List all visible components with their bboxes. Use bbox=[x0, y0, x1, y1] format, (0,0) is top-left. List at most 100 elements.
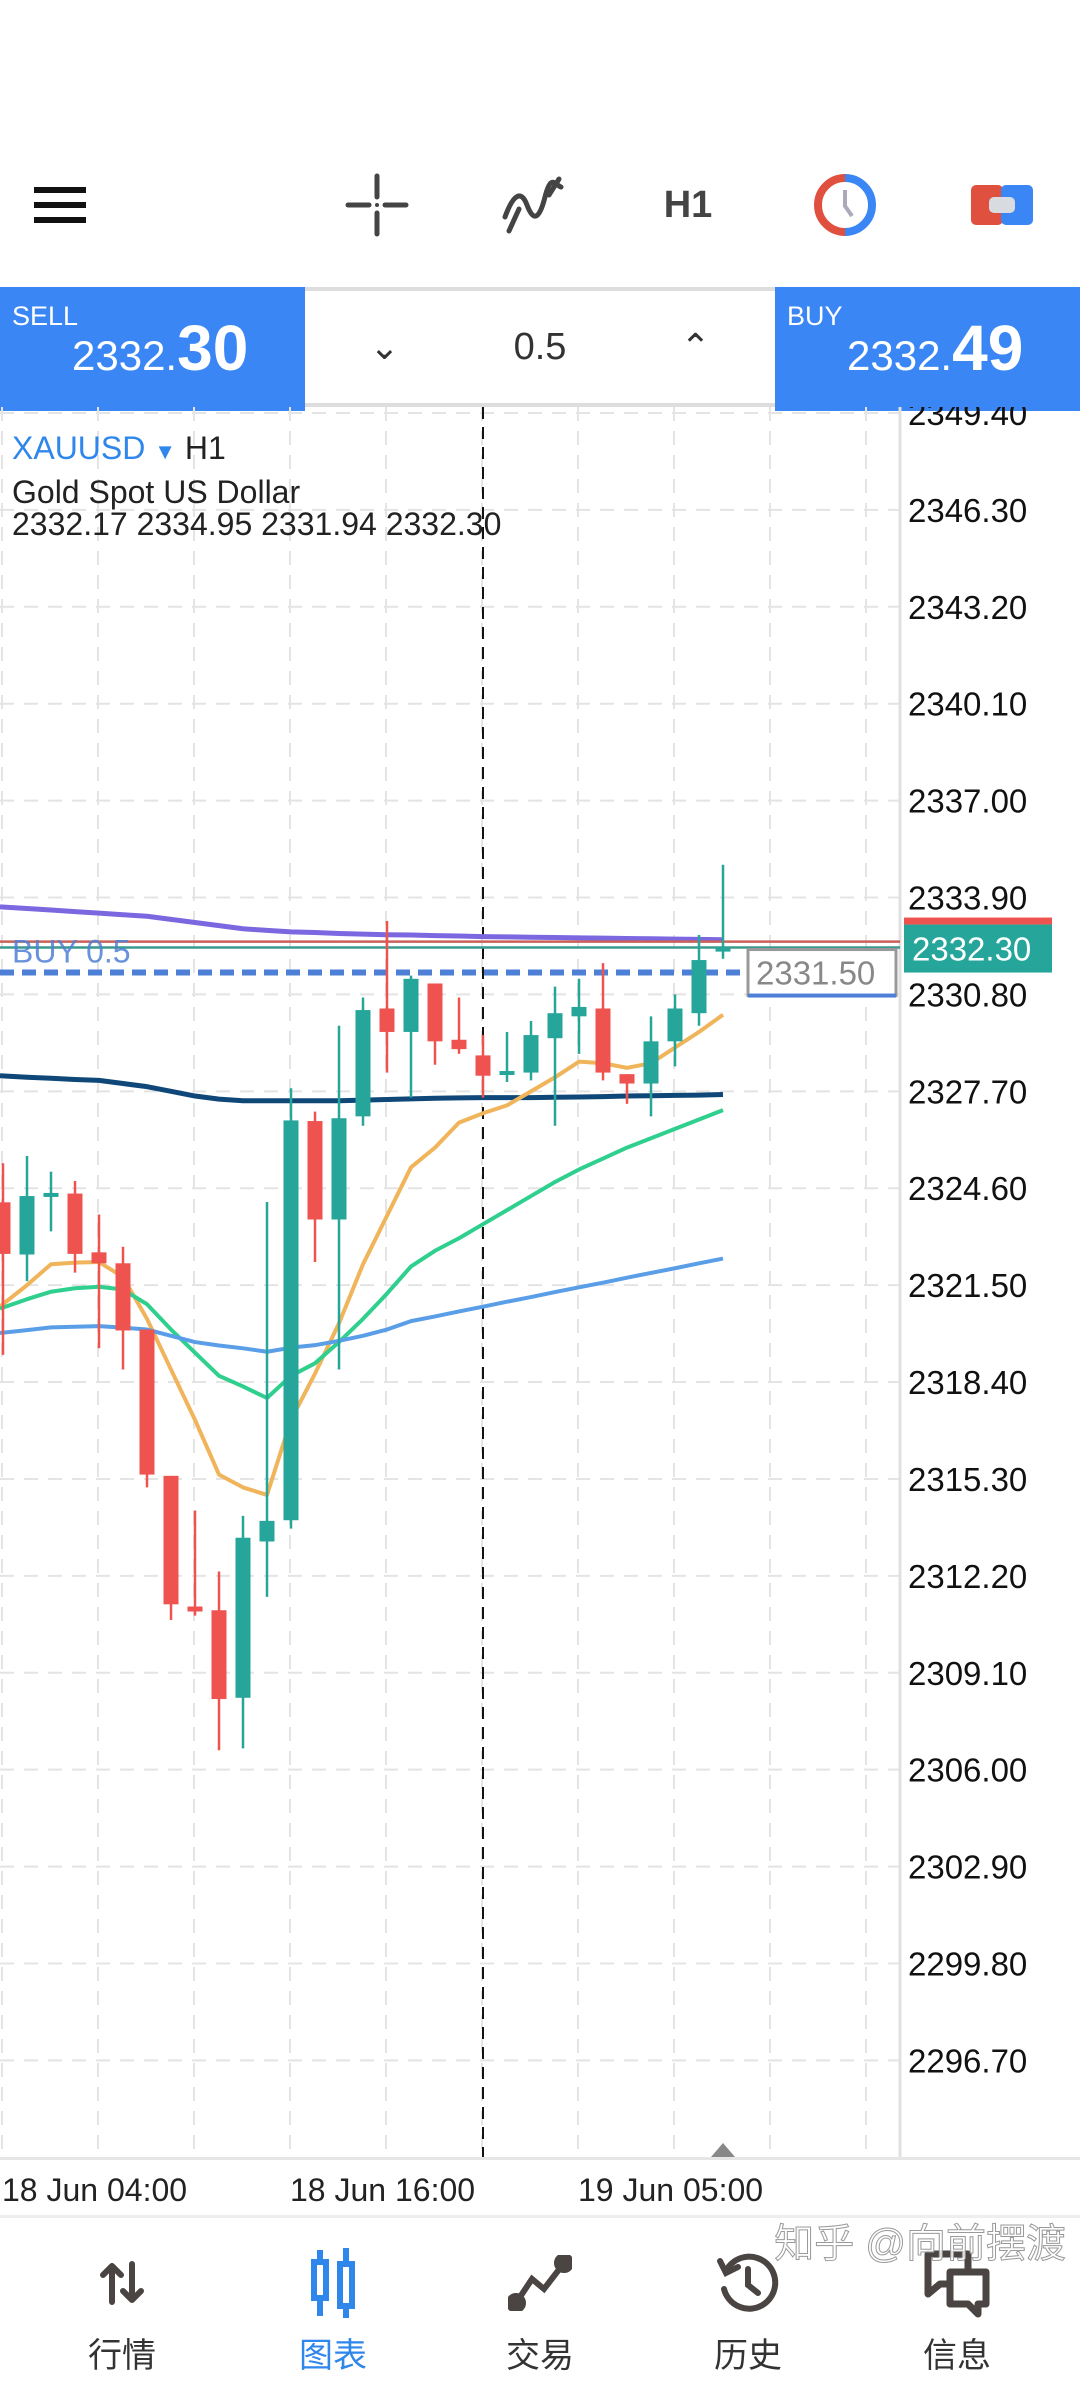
nav-label: 行情 bbox=[88, 2337, 156, 2375]
chevron-down-icon[interactable]: ⌄ bbox=[369, 326, 400, 367]
candle-body bbox=[451, 1039, 467, 1050]
candle bbox=[91, 1214, 107, 1349]
price-axis-label: 2324.60 bbox=[908, 1170, 1027, 1207]
candle bbox=[427, 983, 443, 1065]
nav-chart[interactable]: 图表 bbox=[258, 2248, 408, 2377]
candle bbox=[571, 978, 587, 1054]
price-axis-label: 2337.00 bbox=[908, 783, 1027, 820]
candle bbox=[163, 1475, 179, 1620]
candle-body bbox=[499, 1071, 515, 1076]
sell-label: SELL bbox=[12, 301, 79, 331]
price-axis-label: 2327.70 bbox=[908, 1073, 1027, 1110]
candle-body bbox=[139, 1329, 155, 1475]
timeframe-button[interactable]: H1 bbox=[663, 183, 713, 226]
candle bbox=[547, 986, 563, 1126]
trade-icon[interactable] bbox=[967, 172, 1037, 238]
buy-label: BUY bbox=[787, 301, 843, 331]
candle-body bbox=[355, 1010, 371, 1117]
candle bbox=[259, 1202, 275, 1597]
nav-label: 信息 bbox=[923, 2337, 991, 2375]
price-axis-label: 2309.10 bbox=[908, 1655, 1027, 1692]
candle bbox=[211, 1571, 227, 1751]
price-axis-label: 2315.30 bbox=[908, 1461, 1027, 1498]
buy-price: 2332.49 bbox=[847, 312, 1024, 384]
time-axis-label: 18 Jun 04:00 bbox=[2, 2172, 188, 2208]
trade-line-icon bbox=[465, 2248, 615, 2318]
candle bbox=[379, 920, 395, 1073]
candle bbox=[643, 1016, 659, 1117]
candle-body bbox=[523, 1035, 539, 1073]
price-axis-label: 2306.00 bbox=[908, 1752, 1027, 1789]
price-chart[interactable]: BUY 0.5 2349.40 2346.30 2343.20 2340.10 2337.… bbox=[0, 407, 1080, 2157]
price-axis-label: 2296.70 bbox=[908, 2042, 1027, 2079]
candle bbox=[139, 1329, 155, 1488]
candle bbox=[331, 1025, 347, 1370]
chevron-up-icon[interactable]: ⌃ bbox=[680, 326, 711, 367]
candle-body bbox=[571, 1006, 587, 1017]
candle bbox=[715, 864, 731, 959]
messages-icon bbox=[882, 2248, 1032, 2318]
buy-button[interactable]: BUY 2332.49 bbox=[775, 287, 1080, 411]
candle bbox=[403, 975, 419, 1098]
candle-body bbox=[0, 1202, 11, 1254]
candle bbox=[355, 997, 371, 1126]
symbol-selector[interactable]: XAUUSD bbox=[12, 430, 146, 466]
candle-body bbox=[595, 1008, 611, 1073]
sell-button[interactable]: SELL 2332.30 bbox=[0, 287, 305, 411]
ma-green-line bbox=[0, 1108, 724, 1401]
chart-timeframe: H1 bbox=[184, 430, 226, 466]
candle-body bbox=[331, 1118, 347, 1220]
nav-trade[interactable]: 交易 bbox=[465, 2248, 615, 2377]
candle bbox=[235, 1515, 251, 1749]
candle bbox=[67, 1181, 83, 1273]
candle-body bbox=[643, 1041, 659, 1084]
time-axis: 18 Jun 04:00 18 Jun 16:00 19 Jun 05:00 bbox=[0, 2157, 1080, 2218]
bid-price-tag bbox=[904, 924, 1052, 973]
lot-size-input[interactable]: 0.5 bbox=[513, 325, 567, 368]
chart-icon bbox=[258, 2248, 408, 2318]
clock-icon[interactable] bbox=[810, 172, 880, 238]
nav-quotes[interactable]: 行情 bbox=[47, 2248, 197, 2377]
candle-body bbox=[475, 1055, 491, 1076]
price-axis-label: 2330.80 bbox=[908, 976, 1027, 1013]
candle bbox=[307, 1111, 323, 1263]
candle-body bbox=[91, 1252, 107, 1264]
indicators-icon[interactable] bbox=[497, 172, 567, 238]
buy-order-label: BUY 0.5 bbox=[12, 934, 131, 970]
chart-info: XAUUSD ▼ H1 Gold Spot US Dollar 2332.17 … bbox=[12, 432, 501, 540]
candle bbox=[0, 1163, 11, 1355]
candle-body bbox=[235, 1537, 251, 1698]
candle-body bbox=[619, 1074, 635, 1084]
crosshair-icon[interactable] bbox=[342, 172, 412, 238]
nav-messages[interactable]: 信息 bbox=[882, 2248, 1032, 2377]
menu-icon[interactable] bbox=[25, 172, 95, 238]
dropdown-icon[interactable]: ▼ bbox=[154, 439, 177, 464]
candle-body bbox=[667, 1008, 683, 1042]
candle-body bbox=[43, 1192, 59, 1197]
nav-label: 交易 bbox=[506, 2337, 574, 2375]
candle-body bbox=[211, 1610, 227, 1700]
candle-body bbox=[715, 947, 731, 952]
candle-body bbox=[115, 1263, 131, 1331]
quotes-icon bbox=[47, 2248, 197, 2318]
price-axis-label: 2349.40 bbox=[908, 407, 1027, 432]
price-axis-label: 2299.80 bbox=[908, 1945, 1027, 1982]
candle bbox=[499, 1031, 515, 1082]
candle-body bbox=[163, 1475, 179, 1605]
nav-history[interactable]: 历史 bbox=[673, 2248, 823, 2377]
time-axis-label: 19 Jun 05:00 bbox=[578, 2172, 764, 2208]
price-axis-label: 2333.90 bbox=[908, 880, 1027, 917]
ask-price-tag-strip bbox=[904, 917, 1052, 925]
candle-body bbox=[283, 1120, 299, 1521]
candle-body bbox=[403, 978, 419, 1032]
candle bbox=[19, 1156, 35, 1282]
order-price-tag-underline bbox=[748, 993, 896, 998]
candle bbox=[187, 1510, 203, 1616]
candle-body bbox=[187, 1606, 203, 1612]
lot-stepper: ⌄ 0.5 ⌃ bbox=[305, 291, 775, 403]
order-price-tag-text: 2331.50 bbox=[756, 955, 875, 992]
candle bbox=[595, 963, 611, 1081]
candle bbox=[691, 935, 707, 1026]
price-axis-label: 2302.90 bbox=[908, 1849, 1027, 1886]
candle bbox=[43, 1171, 59, 1232]
